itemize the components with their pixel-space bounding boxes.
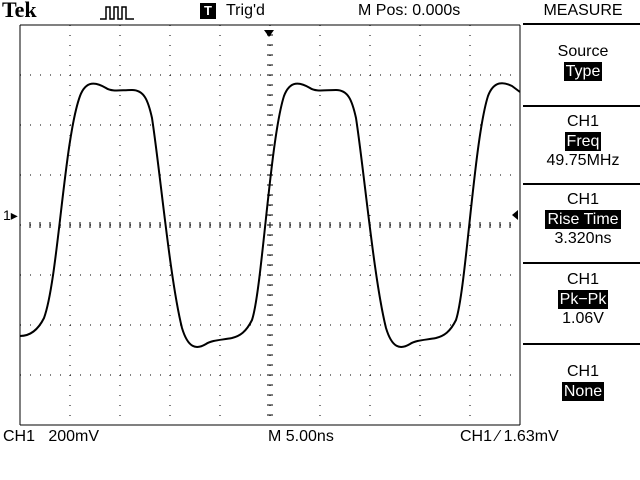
menu-button-measure-1[interactable]: CH1 Freq 49.75MHz [526, 112, 640, 171]
measure-value: 1.06V [562, 310, 604, 327]
ch1-trace [19, 82, 521, 348]
measure-type: Freq [564, 132, 602, 151]
brand-logo: Tek [2, 0, 37, 22]
trigger-position-icon [264, 30, 274, 37]
menu-button-measure-2[interactable]: CH1 Rise Time 3.320ns [526, 190, 640, 249]
trigger-badge: T [200, 3, 216, 19]
menu-separator [523, 23, 640, 25]
measure-channel: CH1 [566, 191, 599, 208]
source-value: Type [563, 62, 603, 81]
acquisition-icon [100, 6, 134, 20]
menu-button-source[interactable]: Source Type [526, 42, 640, 81]
m-position: M Pos: 0.000s [358, 2, 461, 19]
measure-type: None [561, 382, 605, 401]
source-label: Source [557, 43, 609, 60]
menu-title: MEASURE [543, 2, 623, 19]
menu-separator [523, 343, 640, 345]
measure-type: Rise Time [545, 210, 621, 229]
menu-separator [523, 262, 640, 264]
measure-channel: CH1 [566, 271, 599, 288]
trigger-level-icon [512, 210, 518, 220]
menu-button-measure-4[interactable]: CH1 None [526, 362, 640, 401]
grid [19, 24, 521, 426]
measure-value: 49.75MHz [546, 152, 620, 169]
trigger-status: Trig'd [226, 2, 265, 19]
ch1-scale: CH1 200mV [3, 428, 100, 445]
measure-channel: CH1 [566, 113, 599, 130]
ch1-ground-marker: 1▸ [3, 207, 18, 223]
menu-button-measure-3[interactable]: CH1 Pk−Pk 1.06V [526, 270, 640, 329]
trigger-readout: CH1 ∕ 1.63mV [460, 428, 559, 445]
timebase: M 5.00ns [268, 428, 334, 445]
measure-channel: CH1 [566, 363, 599, 380]
menu-separator [523, 183, 640, 185]
measure-value: 3.320ns [554, 230, 612, 247]
menu-separator [523, 105, 640, 107]
measure-type: Pk−Pk [557, 290, 609, 309]
